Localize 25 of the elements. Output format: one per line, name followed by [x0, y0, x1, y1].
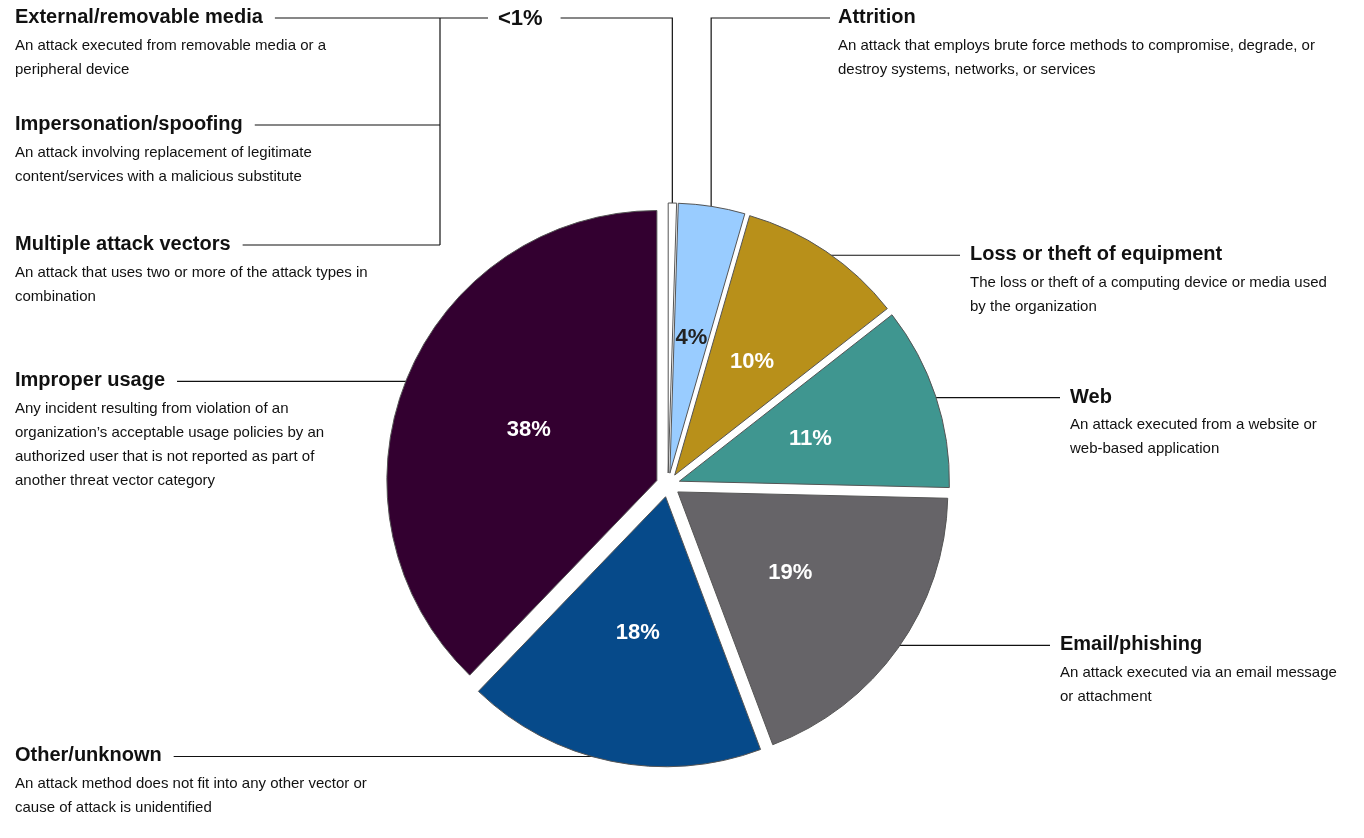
text: External/removable media: [15, 5, 264, 27]
data-label: 19%: [768, 559, 813, 585]
text: An attack involving replacement of legitimate content/services with a malicious substitute: [15, 142, 312, 184]
slice-label: Email/phishing: [1060, 632, 1203, 655]
text: The loss or theft of a computing device or media used by the organization: [970, 272, 1327, 314]
data-label: <1%: [498, 4, 543, 30]
text: An attack that uses two or more of the attack types in combination: [15, 262, 368, 304]
slice-label: Improper usage: [15, 368, 166, 391]
text: Any incident resulting from violation of an organization’s acceptable usage policies by an authorized user that is not reported as part of another threat vector category: [15, 398, 325, 488]
text: An attack that employs brute force methods to compromise, degrade, or destroy systems, networks, or services: [838, 35, 1315, 77]
text: Multiple attack vectors: [15, 232, 231, 254]
text: An attack executed via an email message or attachment: [1060, 662, 1337, 704]
slice-label: Web: [1070, 384, 1112, 407]
data-label: 18%: [615, 619, 660, 645]
data-label: 10%: [729, 348, 774, 374]
data-label: 4%: [675, 324, 708, 350]
slice-label: Loss or theft of equipment: [970, 242, 1223, 265]
text: Impersonation/spoofing: [15, 112, 243, 134]
text: An attack method does not fit into any other vector or cause of attack is unidentified: [15, 774, 367, 815]
data-label: 11%: [788, 425, 832, 451]
slice-label: Other/unknown: [15, 743, 162, 766]
slice-label: Attrition: [838, 5, 916, 27]
text: An attack executed from a website or web-based application: [1069, 415, 1317, 457]
data-label: 38%: [506, 416, 551, 442]
text: An attack executed from removable media or a peripheral device: [15, 35, 327, 77]
